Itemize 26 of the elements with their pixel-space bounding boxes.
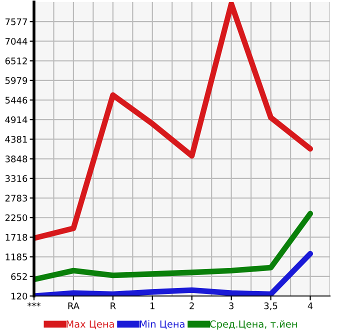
y-tick-label: 7577 — [6, 18, 27, 26]
y-tick-label: 6512 — [5, 58, 27, 64]
x-tick-label: *** — [28, 302, 40, 307]
x-tick-label: 1 — [150, 302, 154, 310]
y-tick-label: 2783 — [5, 194, 28, 202]
y-tick-label: 3316 — [5, 175, 28, 182]
y-tick-label: 1185 — [6, 254, 27, 260]
x-tick-label: RA — [68, 302, 80, 310]
x-tick-label: R — [110, 302, 116, 310]
x-tick-label: 4 — [308, 302, 313, 310]
y-tick-label: 4381 — [5, 136, 27, 143]
y-tick-label: 1718 — [6, 234, 28, 241]
y-tick-label: 120 — [12, 292, 28, 300]
y-tick-label: 2250 — [5, 214, 28, 222]
y-tick-label: 7044 — [6, 38, 28, 45]
x-tick-label: 3 — [229, 302, 234, 310]
y-tick-label: 5446 — [5, 96, 28, 104]
legend-label: Сред.Цена, т.йен — [210, 320, 297, 330]
y-tick-label: 3848 — [5, 156, 28, 162]
x-tick-label: 3,5 — [264, 302, 278, 310]
y-tick-label: 5979 — [5, 77, 28, 84]
legend-label: Min Цена — [140, 320, 184, 330]
x-tick-label: 2 — [190, 302, 194, 310]
legend-label: Max Цена — [66, 320, 114, 330]
y-tick-label: 4914 — [5, 116, 28, 124]
y-tick-label: 652 — [11, 273, 27, 280]
